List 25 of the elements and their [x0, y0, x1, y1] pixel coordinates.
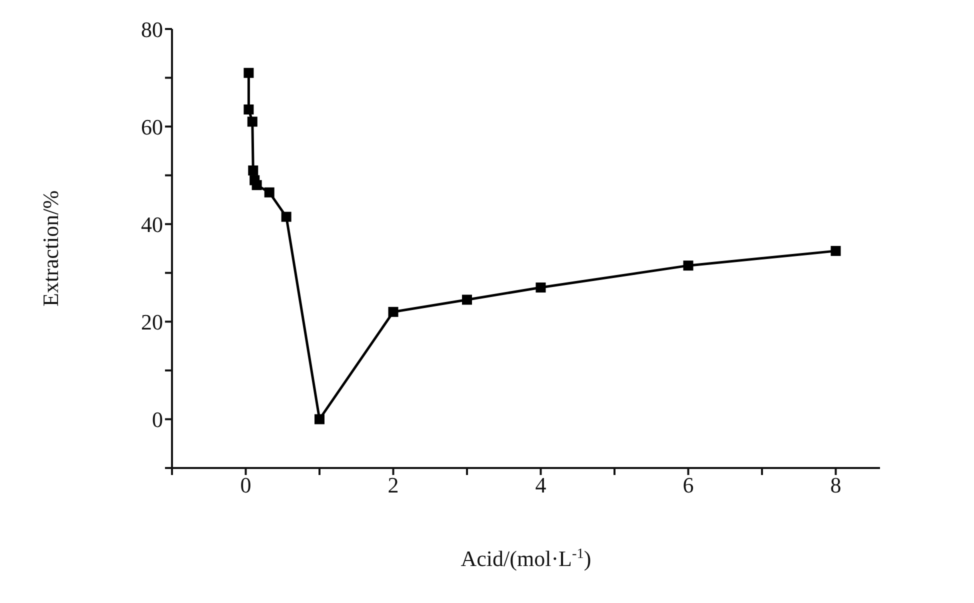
y-tick-label: 20	[141, 309, 163, 334]
x-tick-label: 8	[830, 472, 842, 498]
point	[830, 246, 841, 256]
y-tick-label: 0	[152, 407, 163, 432]
x-tick-label: 0	[240, 472, 252, 498]
point	[247, 116, 258, 127]
y-tick-label: 60	[141, 114, 163, 140]
y-tick-label: 80	[141, 16, 163, 42]
point	[388, 306, 398, 317]
point	[536, 282, 546, 293]
point	[244, 68, 254, 78]
point	[281, 212, 292, 222]
x-tick-label: 6	[682, 472, 694, 498]
y-tick-label: 40	[141, 212, 163, 237]
point	[462, 294, 472, 305]
point	[683, 260, 694, 271]
x-tick-label: 2	[388, 472, 399, 498]
x-axis-title: Acid/(mol·L$^{-1}$)	[460, 546, 592, 571]
y-axis-title: Extraction/%	[38, 190, 63, 307]
point	[264, 187, 274, 198]
point	[248, 165, 258, 176]
point	[252, 180, 262, 190]
point	[314, 414, 324, 424]
x-tick-label: 4	[535, 472, 546, 498]
point	[244, 104, 254, 114]
